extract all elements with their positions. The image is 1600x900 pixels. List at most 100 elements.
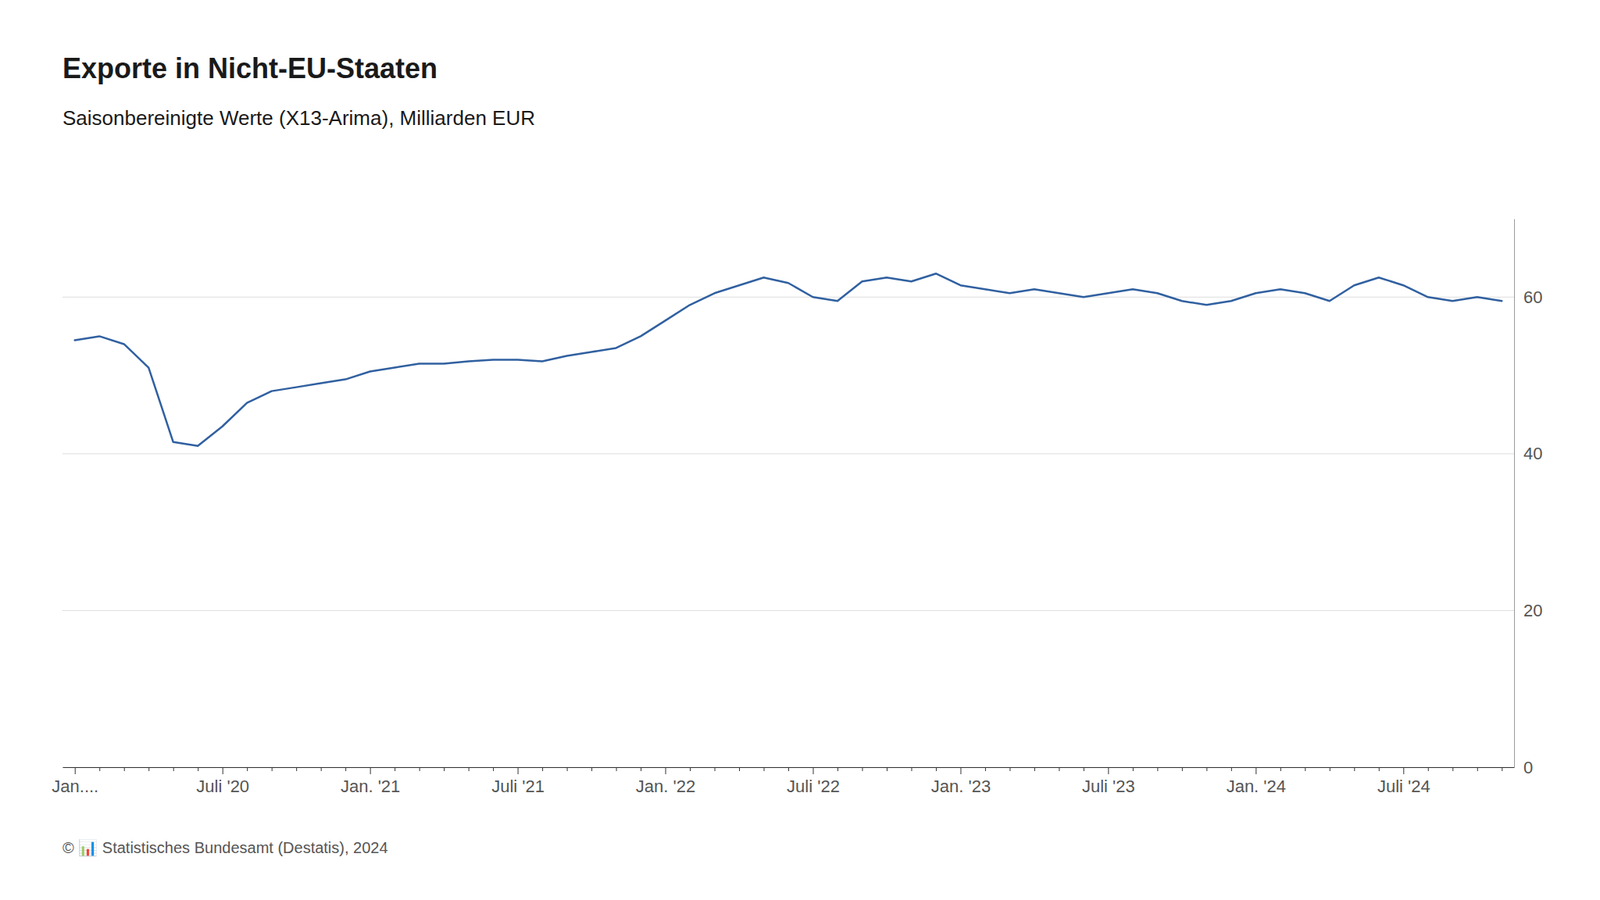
x-tick [1058, 767, 1060, 772]
x-tick [1304, 767, 1306, 772]
x-tick [714, 767, 716, 772]
x-tick [1182, 767, 1183, 772]
x-tick: Juli '22 [786, 767, 840, 797]
x-tick [861, 767, 863, 772]
x-tick-mark [75, 767, 76, 775]
x-tick: Juli '24 [1377, 767, 1431, 797]
x-tick-mark [1009, 767, 1011, 772]
x-tick [689, 767, 691, 772]
x-tick-mark [394, 767, 396, 772]
marks [75, 273, 1503, 447]
x-tick [616, 767, 618, 772]
y-tick-label: 0 [1523, 757, 1533, 778]
x-tick-mark [1034, 767, 1036, 772]
x-tick-mark [1329, 767, 1331, 772]
chart: Exporte in Nicht-EU-Staaten Saisonbereini… [0, 0, 1600, 900]
x-tick [148, 767, 150, 772]
x-tick [197, 767, 199, 772]
title: Exporte in Nicht-EU-Staaten [62, 52, 438, 85]
x-tick-mark [1231, 767, 1233, 772]
x-tick-mark [1058, 767, 1060, 772]
x-tick [1157, 767, 1158, 772]
x-tick [1132, 767, 1134, 772]
x-tick-mark [99, 767, 100, 772]
y-tick: 60 [1514, 287, 1543, 308]
x-tick [935, 767, 937, 772]
x-tick-label: Juli '23 [1082, 776, 1136, 797]
x-tick-mark [886, 767, 888, 772]
x-tick [739, 767, 740, 772]
x-tick: Jan. '24 [1226, 767, 1286, 797]
x-tick-label: Jan.... [51, 776, 99, 797]
x-tick-mark [1107, 767, 1109, 775]
x-tick: Jan. '22 [635, 767, 696, 797]
x-tick-mark [689, 767, 691, 772]
x-tick [1206, 767, 1208, 772]
x-tick-mark [616, 767, 618, 772]
x-tick-mark [1255, 767, 1257, 775]
x-tick-mark [591, 767, 593, 772]
subtitle: Saisonbereinigte Werte (X13-Arima), Mill… [62, 106, 536, 130]
x-tick-mark [985, 767, 986, 772]
x-tick [1329, 767, 1331, 772]
x-tick [1353, 767, 1355, 772]
x-tick [542, 767, 543, 772]
x-tick [1378, 767, 1380, 772]
plot-area: Jan.... Juli '20 Jan. '21 Juli '21 Jan. '22 J… [51, 219, 1543, 797]
x-tick-mark [148, 767, 150, 772]
x-tick: Juli '23 [1082, 767, 1136, 797]
x-tick-mark [1353, 767, 1355, 772]
x-tick-mark [665, 767, 667, 775]
x-tick-mark [788, 767, 790, 772]
x-tick: Jan. '23 [931, 767, 991, 797]
x-tick [468, 767, 470, 772]
x-tick-label: Juli '21 [491, 776, 545, 797]
x-tick [837, 767, 839, 772]
x-tick [764, 767, 765, 772]
x-tick-label: Jan. '24 [1226, 776, 1286, 797]
x-tick [567, 767, 568, 772]
x-tick [640, 767, 642, 772]
x-tick-mark [714, 767, 716, 772]
x-axis: Jan.... Juli '20 Jan. '21 Juli '21 Jan. '22 J… [51, 767, 1515, 797]
x-tick-mark [1182, 767, 1183, 772]
x-tick-label: Jan. '23 [931, 776, 991, 797]
x-tick [419, 767, 421, 772]
x-tick-mark [640, 767, 642, 772]
y-tick: 20 [1514, 600, 1543, 621]
x-tick-label: Jan. '21 [340, 776, 400, 797]
x-tick-mark [910, 767, 912, 772]
x-tick-mark [861, 767, 863, 772]
grid-line [62, 453, 1515, 454]
x-tick [246, 767, 248, 772]
x-tick [1452, 767, 1454, 772]
x-tick [1231, 767, 1233, 772]
x-tick [1428, 767, 1429, 772]
x-tick-mark [124, 767, 125, 772]
x-tick-mark [764, 767, 765, 772]
x-tick-label: Juli '20 [196, 776, 250, 797]
x-tick-mark [1157, 767, 1158, 772]
x-tick [1009, 767, 1011, 772]
x-tick [99, 767, 100, 772]
x-tick [394, 767, 396, 772]
x-tick-mark [1280, 767, 1282, 772]
y-tick: 40 [1514, 443, 1543, 464]
x-tick [443, 767, 445, 772]
line [75, 273, 1503, 447]
x-tick-mark [443, 767, 445, 772]
x-tick-mark [1304, 767, 1306, 772]
x-tick [296, 767, 297, 772]
x-tick-mark [296, 767, 297, 772]
x-tick-mark [1428, 767, 1429, 772]
y-tick-label: 60 [1523, 287, 1543, 308]
x-tick-mark [345, 767, 347, 772]
footnote: © 📊 Statistisches Bundesamt (Destatis), … [62, 838, 389, 858]
x-tick: Jan. '21 [340, 767, 400, 797]
y-axis: 0 20 40 60 [1514, 219, 1543, 778]
x-tick [788, 767, 790, 772]
x-tick-mark [321, 767, 322, 772]
x-tick-mark [222, 767, 224, 775]
x-tick-label: Juli '22 [786, 776, 840, 797]
x-tick-mark [1477, 767, 1479, 772]
